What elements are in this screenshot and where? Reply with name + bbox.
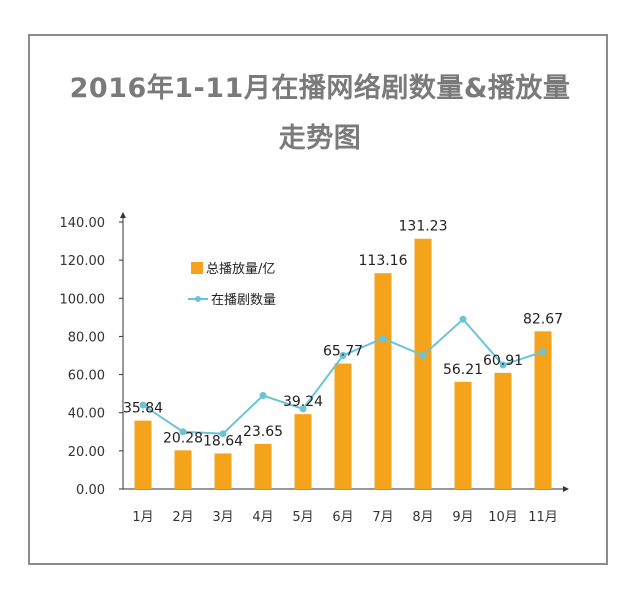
x-tick-label: 5月	[292, 510, 313, 525]
bar-data-label: 113.16	[359, 253, 408, 269]
bar	[134, 420, 152, 489]
bar-data-label: 20.28	[163, 430, 203, 446]
bar	[374, 273, 392, 489]
bar	[454, 381, 472, 489]
x-tick-label: 3月	[212, 510, 233, 525]
line-point	[539, 348, 547, 356]
y-tick-label: 80.00	[68, 330, 105, 345]
line-point	[219, 430, 227, 438]
bar	[294, 414, 312, 489]
y-tick-label: 40.00	[68, 407, 105, 422]
legend-label-bars: 总播放量/亿	[206, 262, 275, 277]
x-tick-label: 7月	[372, 510, 393, 525]
bar	[214, 453, 232, 489]
y-tick-label: 100.00	[60, 292, 106, 307]
line-point	[459, 315, 467, 323]
bar	[254, 443, 272, 489]
y-tick-label: 0.00	[76, 483, 105, 498]
bar	[174, 450, 192, 489]
x-tick-label: 4月	[252, 510, 273, 525]
bar-data-label: 60.91	[483, 353, 523, 369]
legend-label-line: 在播剧数量	[211, 293, 276, 308]
line-point	[299, 405, 307, 413]
y-tick-label: 60.00	[68, 369, 105, 384]
chart-title-line2: 走势图	[278, 123, 362, 154]
bar-data-label: 23.65	[243, 424, 283, 440]
y-tick-label: 140.00	[60, 216, 106, 231]
bar	[494, 372, 512, 489]
x-axis-arrow	[563, 486, 569, 492]
line-point	[419, 352, 427, 359]
bar-data-label: 35.84	[123, 401, 163, 417]
bar	[414, 238, 432, 489]
bar	[534, 331, 552, 489]
legend-swatch-bars	[191, 262, 203, 274]
y-axis-arrow	[120, 212, 126, 218]
bar-data-label: 56.21	[443, 362, 483, 378]
bar-data-label: 82.67	[523, 311, 563, 327]
x-tick-label: 2月	[172, 510, 193, 525]
line-point	[179, 428, 187, 436]
line-point	[139, 401, 147, 409]
bar-data-label: 131.23	[399, 219, 448, 235]
bar-data-label: 18.64	[203, 433, 243, 449]
y-tick-label: 20.00	[68, 445, 105, 460]
chart-title-line1: 2016年1-11月在播网络剧数量&播放量	[69, 73, 571, 104]
bar-data-label: 65.77	[323, 344, 363, 360]
line-point	[339, 352, 347, 359]
x-tick-label: 8月	[412, 510, 433, 525]
x-tick-label: 9月	[452, 510, 473, 525]
y-tick-label: 120.00	[60, 254, 106, 269]
legend-swatch-point	[195, 296, 201, 302]
bar-data-label: 39.24	[283, 394, 323, 410]
bar	[334, 363, 352, 489]
x-tick-label: 6月	[332, 510, 353, 525]
line-point	[259, 392, 267, 400]
x-tick-label: 1月	[132, 510, 153, 525]
line-point	[499, 361, 507, 369]
x-tick-label: 10月	[488, 510, 518, 525]
line-point	[379, 334, 387, 342]
x-tick-label: 11月	[528, 510, 558, 525]
